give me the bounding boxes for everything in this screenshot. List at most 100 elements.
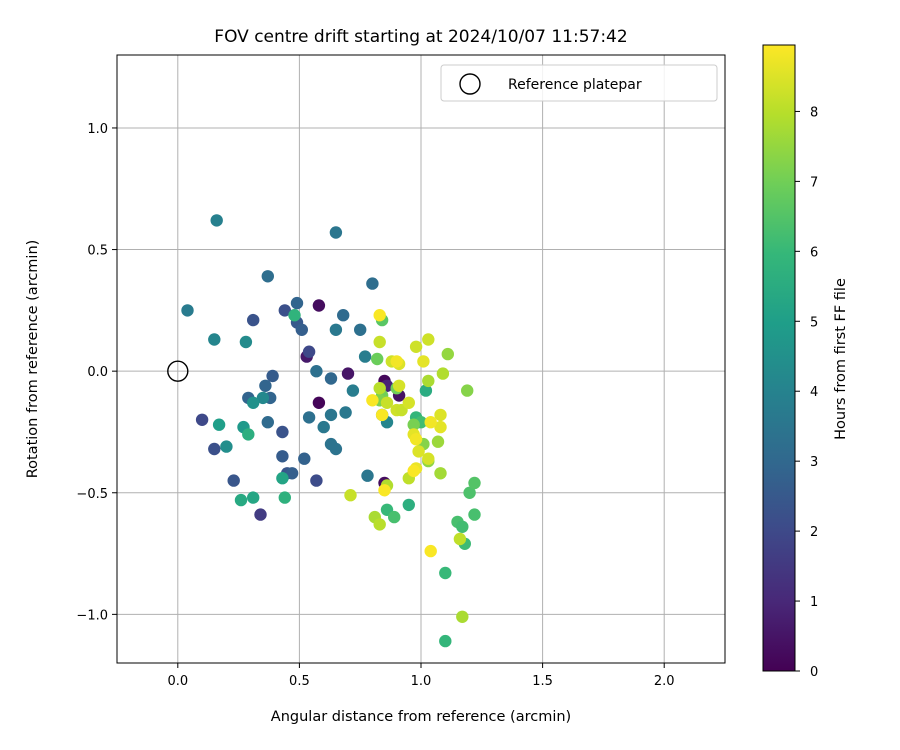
data-point (453, 532, 467, 546)
data-point (242, 428, 255, 441)
data-point (239, 335, 253, 349)
y-tick-label: −1.0 (76, 608, 108, 623)
data-point (409, 340, 423, 353)
legend-label: Reference platepar (508, 77, 642, 93)
data-point (424, 544, 437, 558)
data-point (378, 484, 391, 497)
x-tick-label: 1.5 (532, 674, 553, 689)
y-axis-ticks: −1.0 −0.5 0.0 0.5 1.0 (76, 122, 117, 623)
scatter-points (181, 214, 481, 648)
data-point (295, 323, 308, 336)
data-point (456, 520, 469, 533)
data-point (290, 296, 304, 310)
data-point (329, 323, 343, 336)
data-point (402, 498, 415, 512)
data-point (390, 355, 403, 368)
data-point (317, 420, 330, 434)
x-tick-label: 1.0 (411, 674, 432, 689)
data-point (212, 418, 226, 431)
data-point (424, 416, 437, 429)
data-point (247, 396, 260, 409)
data-point (461, 384, 474, 397)
data-point (339, 406, 352, 419)
x-axis-ticks: 0.0 0.5 1.0 1.5 2.0 (167, 663, 675, 689)
data-point (329, 226, 343, 239)
y-tick-label: 1.0 (87, 122, 108, 137)
colorbar-tick-label: 0 (810, 665, 818, 680)
legend-marker (459, 73, 481, 95)
legend-box (440, 64, 718, 102)
data-point (261, 270, 274, 283)
data-point (276, 472, 289, 485)
reference-marker (167, 360, 189, 382)
data-point (337, 309, 350, 322)
data-point (329, 442, 343, 456)
data-point (373, 309, 386, 322)
legend: Reference platepar (440, 64, 718, 102)
data-point (310, 365, 323, 378)
data-point (344, 489, 357, 502)
data-point (407, 464, 420, 478)
data-point (422, 374, 435, 388)
colorbar-tick-label: 3 (810, 455, 818, 470)
data-point (208, 333, 221, 346)
plot-area: 0.0 0.5 1.0 1.5 2.0 −1.0 −0.5 0.0 0.5 1.0 (76, 54, 726, 689)
data-point (373, 382, 386, 395)
colorbar-tick-label: 4 (810, 385, 818, 400)
y-tick-label: 0.5 (87, 244, 108, 259)
x-axis-label: Angular distance from reference (arcmin) (271, 709, 571, 725)
data-point (434, 467, 447, 480)
data-point (463, 486, 476, 499)
data-point (195, 413, 209, 426)
data-point (302, 345, 316, 358)
colorbar-gradient (763, 45, 795, 671)
data-point (312, 299, 326, 312)
x-tick-label: 0.0 (167, 674, 188, 689)
y-axis-label: Rotation from reference (arcmin) (25, 240, 41, 479)
colorbar-tick-label: 2 (810, 525, 818, 540)
data-point (468, 508, 481, 521)
data-point (419, 384, 433, 397)
colorbar-label: Hours from first FF file (833, 278, 849, 440)
data-point (227, 474, 240, 487)
data-point (354, 323, 367, 336)
data-point (422, 333, 435, 346)
colorbar-tick-label: 7 (810, 175, 818, 190)
data-point (439, 566, 452, 580)
data-point (256, 391, 270, 405)
x-tick-label: 2.0 (654, 674, 675, 689)
data-point (276, 425, 289, 439)
data-point (366, 394, 379, 407)
data-point (208, 442, 221, 456)
data-point (422, 452, 435, 465)
data-point (247, 491, 260, 504)
data-point (346, 384, 360, 397)
colorbar: 0 1 2 3 4 5 6 7 8 Hours from first FF file (762, 44, 849, 680)
data-point (298, 452, 311, 465)
data-point (436, 367, 450, 380)
data-point (373, 518, 386, 531)
data-point (407, 418, 420, 431)
data-point (412, 445, 425, 458)
y-tick-label: 0.0 (87, 365, 108, 380)
data-point (441, 347, 454, 361)
data-point (468, 476, 481, 490)
data-point (361, 469, 374, 482)
data-point (234, 493, 248, 507)
data-point (276, 450, 289, 463)
data-point (431, 435, 445, 448)
data-point (288, 309, 301, 322)
colorbar-frame (762, 44, 796, 672)
chart-title: FOV centre drift starting at 2024/10/07 … (214, 27, 627, 47)
data-point (417, 355, 430, 368)
data-point (302, 411, 316, 424)
data-point (266, 369, 279, 383)
data-point (210, 214, 223, 227)
data-point (375, 408, 389, 422)
data-point (254, 508, 267, 521)
data-point (366, 277, 379, 290)
data-point (358, 350, 372, 363)
data-point (456, 610, 469, 623)
y-tick-label: −0.5 (76, 487, 108, 502)
